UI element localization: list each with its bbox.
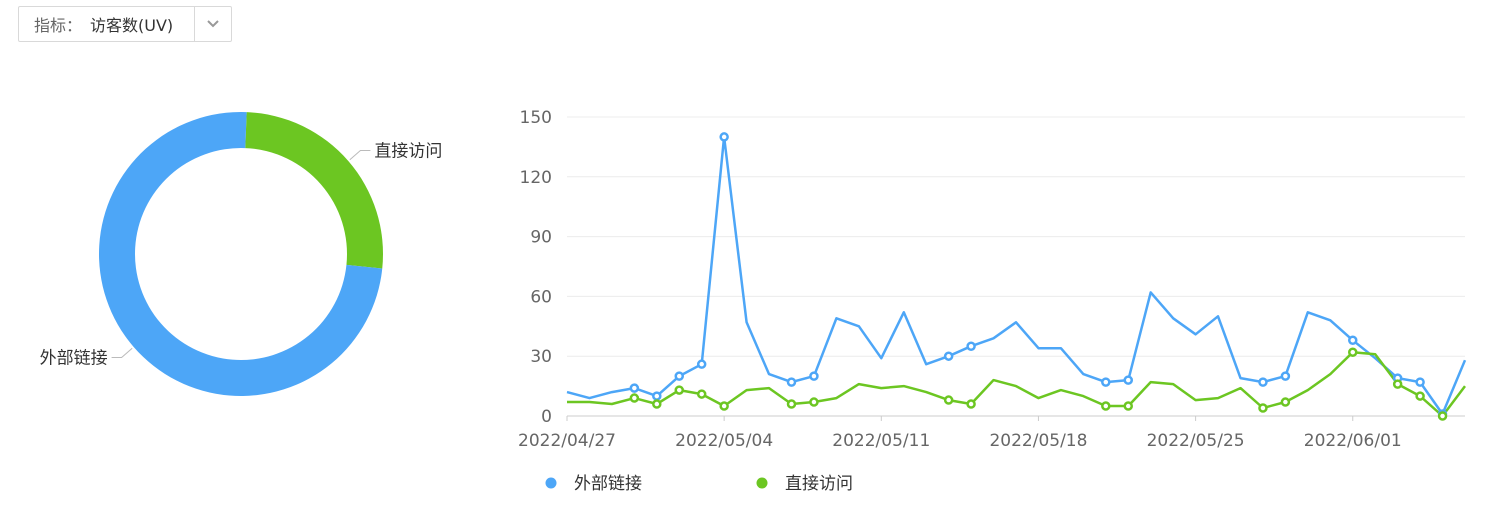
data-point (696, 389, 707, 399)
data-point (629, 383, 640, 393)
data-point (786, 399, 797, 409)
data-point (966, 399, 976, 409)
series-line (566, 135, 1467, 416)
metric-selector-label: 指标： (34, 16, 83, 35)
data-point (674, 385, 684, 395)
data-point (674, 371, 684, 381)
data-point (809, 371, 819, 381)
x-tick-label: 2022/06/01 (1304, 431, 1402, 451)
y-tick-label: 90 (530, 228, 552, 248)
data-point (943, 395, 954, 405)
data-point (966, 341, 976, 351)
data-point (1123, 375, 1133, 385)
data-point (652, 391, 662, 401)
x-tick-label: 2022/04/27 (518, 431, 616, 451)
y-tick-label: 0 (541, 407, 552, 427)
legend-marker (545, 477, 557, 489)
series-line (567, 350, 1466, 418)
data-point (1280, 397, 1291, 407)
x-tick-label: 2022/05/18 (989, 431, 1087, 451)
data-point (1415, 391, 1425, 401)
pie-label: 直接访问 (374, 142, 442, 162)
pie-slice (245, 112, 383, 269)
metric-dropdown-button[interactable] (194, 7, 231, 41)
data-point (1258, 377, 1268, 387)
data-point (1348, 335, 1358, 346)
data-point (719, 132, 729, 142)
data-point (1348, 347, 1358, 357)
chevron-down-icon (207, 20, 219, 28)
data-point (719, 401, 729, 411)
data-point (629, 393, 640, 403)
legend-label: 外部链接 (574, 474, 642, 494)
x-tick-label: 2022/05/25 (1147, 431, 1245, 451)
data-point (1123, 401, 1133, 411)
y-tick-label: 30 (530, 347, 552, 367)
data-point (1392, 379, 1403, 389)
pie-label-line (349, 150, 371, 161)
data-point (1258, 403, 1268, 413)
legend-marker (756, 477, 768, 489)
data-point (943, 351, 954, 361)
y-tick-label: 60 (530, 287, 552, 307)
data-point (1280, 371, 1291, 381)
y-tick-label: 120 (520, 168, 552, 188)
data-point (786, 377, 797, 387)
metric-selector[interactable]: 指标： 访客数(UV) (18, 6, 232, 42)
data-point (1101, 377, 1111, 387)
data-point (1437, 411, 1448, 421)
data-point (696, 359, 707, 369)
legend-label: 直接访问 (785, 474, 853, 494)
x-tick-label: 2022/05/04 (675, 431, 773, 451)
data-point (652, 399, 662, 409)
pie-label: 外部链接 (40, 348, 108, 368)
x-tick-label: 2022/05/11 (832, 431, 930, 451)
pie-label-line (111, 347, 133, 358)
data-point (1101, 401, 1111, 411)
data-point (1415, 377, 1425, 387)
y-tick-label: 150 (520, 108, 552, 128)
data-point (809, 397, 819, 407)
metric-selector-value: 访客数(UV) (90, 16, 174, 35)
